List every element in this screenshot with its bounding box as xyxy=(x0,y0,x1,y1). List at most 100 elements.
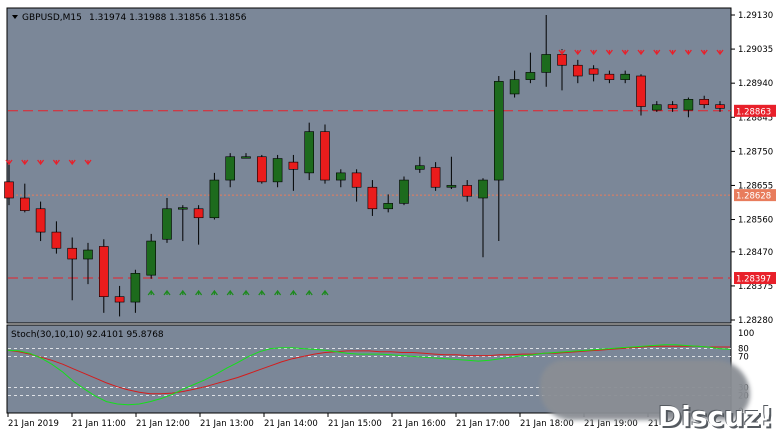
candle-body xyxy=(225,156,235,181)
level-tag-label: 1.28628 xyxy=(736,192,771,202)
candle-body xyxy=(51,231,62,249)
candle-body xyxy=(35,208,46,233)
buy-arrow-icon xyxy=(147,289,155,296)
sell-arrow-icon xyxy=(637,49,645,56)
sell-arrow-icon xyxy=(684,49,692,56)
candle-body xyxy=(4,181,14,199)
candle-body xyxy=(304,131,315,174)
signal-arrows xyxy=(5,49,724,296)
sell-arrow-icon xyxy=(68,159,76,166)
time-tick-label: 21 Jan 18:00 xyxy=(520,419,574,429)
candle-body xyxy=(604,73,615,80)
sell-arrow-icon xyxy=(590,49,598,56)
level-price-tags: 1.28863 1.28628 1.28397 xyxy=(734,104,776,285)
time-tick-label: 21 Jan 2019 xyxy=(8,419,59,429)
candle-body xyxy=(636,75,646,107)
time-tick-label: 21 Jan 13:00 xyxy=(200,419,254,429)
time-tick-label: 21 Jan 12:00 xyxy=(136,419,190,429)
candle-body xyxy=(509,79,520,95)
buy-arrow-icon xyxy=(289,289,297,296)
time-axis: 21 Jan 2019 21 Jan 11:00 21 Jan 12:00 21 Ja… xyxy=(7,413,659,429)
candle-body xyxy=(462,185,473,197)
candle-body xyxy=(241,156,251,159)
level-tag-bg xyxy=(734,104,776,117)
main-chart-panel[interactable] xyxy=(6,7,732,324)
sell-arrow-icon xyxy=(52,159,60,166)
buy-arrow-icon xyxy=(305,289,313,296)
stoch-scale-label: 100 xyxy=(738,329,754,339)
candle-body xyxy=(541,54,552,73)
buy-arrow-icon xyxy=(179,289,187,296)
time-tick-label: 21 xyxy=(648,419,659,429)
sell-arrow-icon xyxy=(621,49,629,56)
candle-body xyxy=(525,72,536,80)
candle-body xyxy=(620,73,631,80)
price-tick-label: 1.28655 xyxy=(738,181,773,191)
candle-body xyxy=(588,68,599,75)
watermark-smudge xyxy=(540,360,750,420)
candle-body xyxy=(256,156,267,183)
candle-body xyxy=(367,186,378,210)
candle-body xyxy=(446,185,457,188)
dropdown-triangle-icon[interactable] xyxy=(12,15,18,19)
candle-body xyxy=(193,208,204,219)
sell-arrow-icon xyxy=(5,159,13,166)
level-tag-bg xyxy=(734,189,776,202)
time-tick-label: 21 Jan 16:00 xyxy=(392,419,446,429)
stochastic-title: Stoch(30,10,10) 92.4101 95.8768 xyxy=(11,330,164,340)
sell-arrow-icon xyxy=(716,49,724,56)
level-tag-label: 1.28397 xyxy=(736,275,771,285)
sell-arrow-icon xyxy=(37,159,45,166)
buy-arrow-icon xyxy=(163,289,171,296)
price-tick-label: 1.28470 xyxy=(738,248,773,258)
price-tick-label: 1.28560 xyxy=(738,216,773,226)
time-tick-label: 21 Jan 15:00 xyxy=(328,419,382,429)
price-tick-label: 1.28940 xyxy=(738,79,773,89)
buy-arrow-icon xyxy=(195,289,203,296)
sell-arrow-icon xyxy=(700,49,708,56)
candle-body xyxy=(19,197,30,211)
candle-body xyxy=(83,249,93,260)
candle-body xyxy=(114,296,125,303)
candle-body xyxy=(351,172,362,188)
stoch-main-line xyxy=(7,344,731,406)
buy-arrow-icon xyxy=(321,289,329,296)
stoch-scale-label: 70 xyxy=(738,352,749,362)
price-tick-label: 1.28280 xyxy=(738,316,773,326)
candlestick-series xyxy=(4,15,725,317)
buy-arrow-icon xyxy=(226,289,234,296)
candle-body xyxy=(651,104,662,111)
candle-body xyxy=(399,179,409,204)
candle-body xyxy=(67,247,77,260)
sell-arrow-icon xyxy=(21,159,29,166)
time-tick-label: 21 Jan 19:00 xyxy=(584,419,638,429)
watermark-logo: Discuz! xyxy=(658,400,774,433)
candle-body xyxy=(335,172,346,181)
ohlc-readout: 1.31974 1.31988 1.31856 1.31856 xyxy=(89,13,247,23)
candle-body xyxy=(478,179,488,199)
symbol-title: GBPUSD,M15 xyxy=(22,13,82,23)
price-tick-label: 1.29035 xyxy=(738,45,773,55)
time-tick-label: 21 Jan 11:00 xyxy=(72,419,126,429)
price-tick-label: 1.28375 xyxy=(738,282,773,292)
candle-body xyxy=(288,161,299,170)
level-tag-label: 1.28863 xyxy=(736,107,771,117)
sell-arrow-icon xyxy=(84,159,92,166)
sell-arrow-icon xyxy=(605,49,613,56)
candle-body xyxy=(162,208,172,240)
price-tick-label: 1.29130 xyxy=(738,11,773,21)
buy-arrow-icon xyxy=(242,289,250,296)
candle-body xyxy=(414,165,425,170)
price-axis: 1.29130 1.29035 1.28940 1.28845 1.28750 1.286… xyxy=(731,11,773,326)
candle-body xyxy=(699,99,710,106)
candle-body xyxy=(572,64,583,77)
buy-arrow-icon xyxy=(274,289,282,296)
sell-arrow-icon xyxy=(558,49,566,56)
stoch-signal-line xyxy=(7,345,730,395)
stochastic-lines xyxy=(7,344,731,406)
candle-body xyxy=(146,240,156,276)
price-tick-label: 1.28750 xyxy=(738,147,773,157)
candle-body xyxy=(557,54,567,66)
candle-body xyxy=(493,81,504,181)
